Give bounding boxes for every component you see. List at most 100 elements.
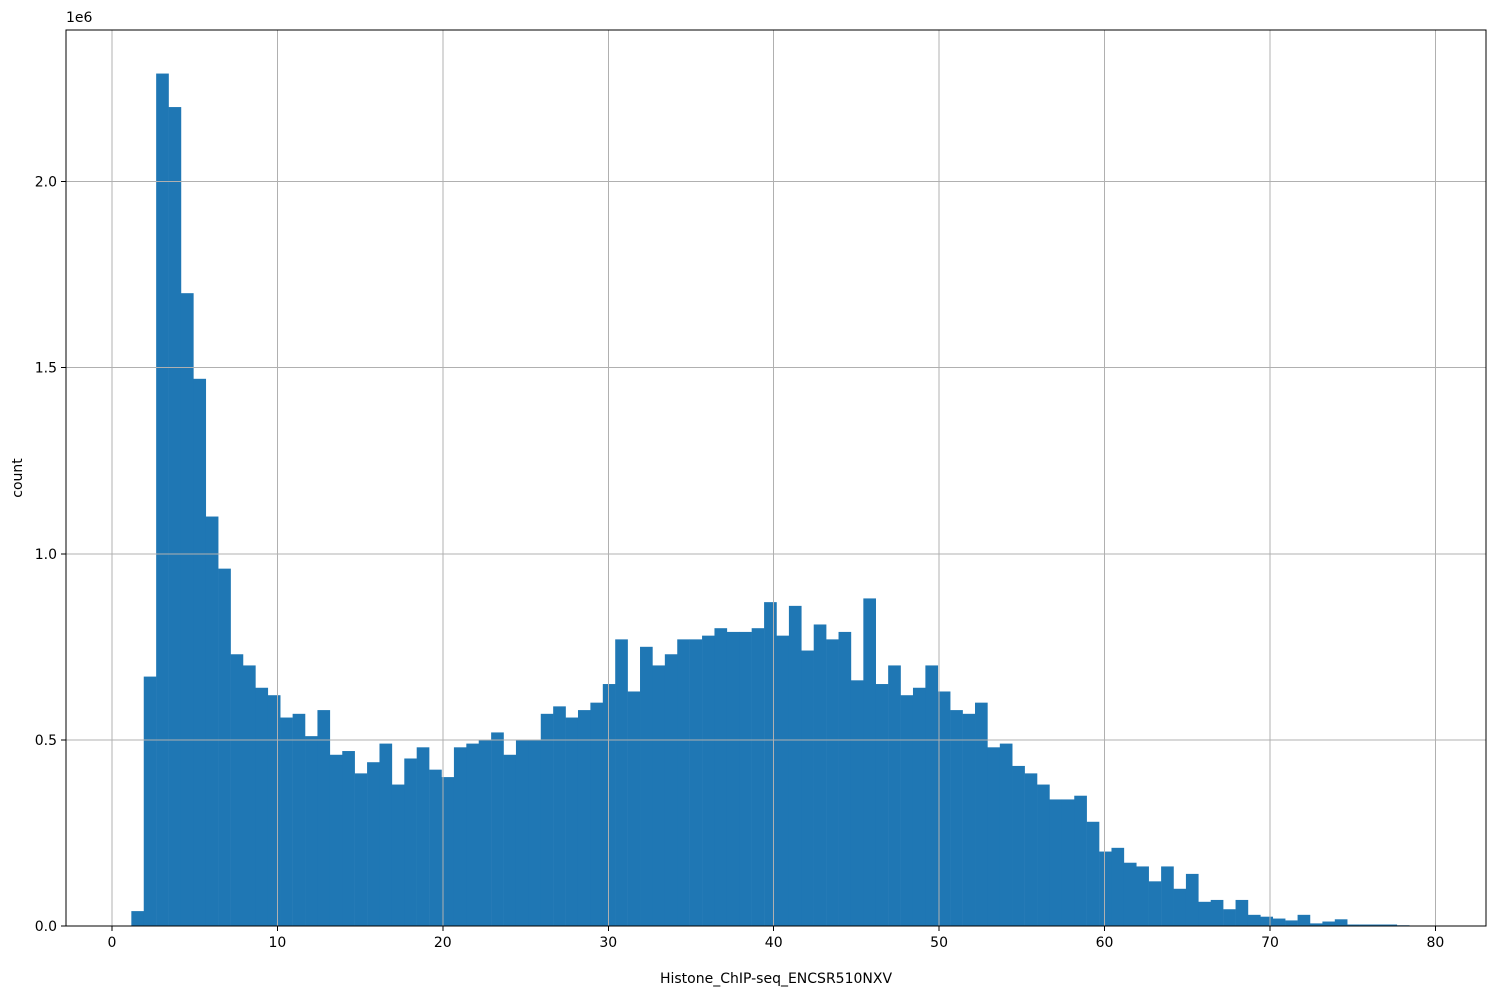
histogram-bar	[1322, 921, 1336, 926]
histogram-bar	[615, 639, 628, 926]
histogram-bar	[1347, 924, 1360, 926]
histogram-bar	[826, 639, 839, 926]
histogram-bar	[453, 747, 467, 926]
histogram-bar	[404, 758, 417, 926]
histogram-bar	[925, 665, 939, 926]
histogram-bar	[168, 107, 182, 926]
histogram-bar	[255, 687, 269, 926]
x-tick-label: 20	[434, 935, 452, 951]
histogram-bar	[702, 635, 715, 926]
offset-text: 1e6	[66, 10, 93, 26]
histogram-bar	[577, 710, 591, 926]
histogram-bar	[1049, 799, 1063, 926]
histogram-bar	[850, 680, 864, 926]
histogram-bar	[788, 605, 802, 926]
x-tick-labels: 0 10 20 30 40 50 60 70 80	[108, 935, 1445, 951]
histogram-bar	[391, 784, 405, 926]
histogram-bar	[912, 687, 926, 926]
histogram-bar	[677, 639, 690, 926]
x-tick-label: 80	[1426, 935, 1444, 951]
histogram-bar	[466, 743, 479, 926]
histogram-bar	[305, 736, 318, 926]
histogram-bar	[813, 624, 827, 926]
histogram-bar	[652, 665, 666, 926]
histogram-bar	[1161, 866, 1174, 926]
histogram-bar	[156, 73, 169, 927]
x-tick-label: 50	[930, 935, 948, 951]
histogram-bar	[1235, 899, 1249, 926]
histogram-bar	[243, 665, 256, 926]
histogram-bar	[230, 654, 244, 926]
histogram-bar	[801, 650, 814, 926]
histogram-bar	[367, 762, 380, 926]
histogram-bar	[143, 676, 157, 926]
histogram-bar	[1074, 795, 1087, 926]
histogram-bar	[292, 713, 306, 926]
histogram-bar	[1334, 919, 1348, 926]
histogram-bar	[515, 739, 529, 926]
histogram-bar	[553, 706, 566, 926]
histogram-bar	[950, 710, 963, 926]
histogram-bar	[1297, 914, 1311, 926]
histogram-bar	[751, 628, 765, 926]
histogram-bar	[491, 732, 504, 926]
histogram-bar	[1359, 924, 1373, 926]
histogram-bar	[689, 639, 703, 926]
histogram-bar	[900, 695, 914, 926]
histogram-bar	[962, 713, 976, 926]
histogram-bar	[1272, 918, 1286, 926]
histogram-bar	[429, 769, 442, 926]
x-axis-label: Histone_ChIP-seq_ENCSR510NXV	[660, 971, 893, 987]
bars-group	[131, 73, 1422, 927]
histogram-bar	[1210, 899, 1224, 926]
histogram-bar	[590, 702, 604, 926]
histogram-bar	[131, 911, 144, 926]
histogram-bar	[838, 631, 852, 926]
histogram-bar	[1099, 851, 1112, 926]
histogram-bar	[540, 713, 554, 926]
y-tick-label: 0.5	[35, 733, 57, 749]
histogram-bar	[1024, 773, 1038, 926]
histogram-bar	[602, 684, 616, 926]
histogram-bar	[280, 717, 293, 926]
histogram-bar	[1086, 821, 1100, 926]
histogram-bar	[863, 598, 876, 926]
histogram-bar	[1148, 881, 1162, 926]
axes-spines	[65, 29, 1487, 927]
histogram-bar	[1136, 866, 1149, 926]
histogram-bar	[627, 691, 641, 926]
histogram-bar	[1285, 920, 1298, 926]
x-tick-label: 70	[1261, 935, 1279, 951]
histogram-bar	[776, 635, 790, 926]
histogram-bar	[528, 739, 542, 926]
histogram-bar	[1185, 873, 1199, 926]
y-tick-label: 0.0	[35, 919, 57, 935]
histogram-bar	[1309, 923, 1323, 926]
histogram-bar	[1198, 901, 1211, 926]
histogram-bar	[664, 654, 678, 926]
tick-marks	[61, 181, 1436, 931]
histogram-bar	[975, 702, 988, 926]
x-tick-label: 10	[268, 935, 286, 951]
histogram-bar	[354, 773, 368, 926]
y-tick-label: 1.0	[35, 547, 57, 563]
x-tick-label: 60	[1096, 935, 1114, 951]
histogram-bar	[503, 754, 517, 926]
histogram-bar	[193, 378, 207, 926]
histogram-bar	[267, 695, 281, 926]
histogram-bar	[1384, 924, 1398, 926]
histogram-bar	[379, 743, 393, 926]
histogram-bar	[1247, 914, 1261, 926]
y-tick-label: 1.5	[35, 361, 57, 377]
histogram-bar	[714, 628, 728, 926]
histogram-bar	[726, 631, 740, 926]
x-tick-label: 0	[108, 935, 117, 951]
histogram-bar	[999, 743, 1013, 926]
histogram-bar	[739, 631, 752, 926]
histogram-bar	[218, 568, 231, 926]
histogram-bar	[987, 747, 1001, 926]
histogram-bar	[342, 751, 355, 926]
histogram-bar	[764, 602, 777, 926]
histogram-bar	[441, 777, 455, 926]
